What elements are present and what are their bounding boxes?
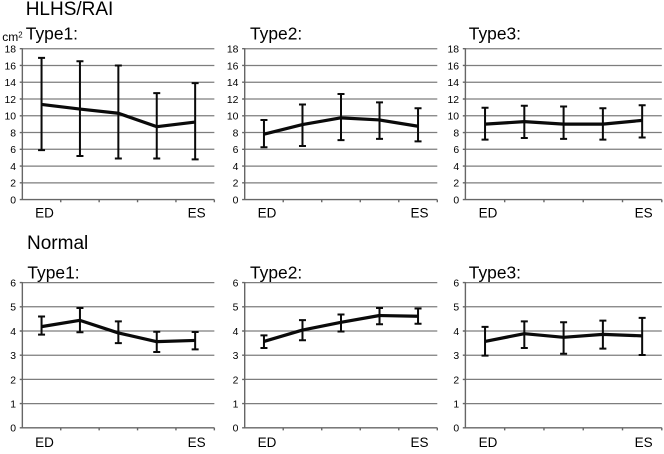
svg-text:14: 14 [448,78,460,89]
svg-text:6: 6 [453,279,459,290]
svg-text:2: 2 [233,375,239,386]
svg-text:10: 10 [4,112,16,123]
svg-text:cm2: cm2 [2,30,22,44]
svg-text:4: 4 [233,327,239,338]
svg-text:10: 10 [227,112,239,123]
svg-text:0: 0 [453,196,459,207]
svg-text:1: 1 [10,400,16,411]
svg-text:5: 5 [10,303,16,314]
svg-text:ED: ED [479,435,498,449]
svg-text:3: 3 [453,351,459,362]
svg-text:18: 18 [227,45,239,56]
svg-text:12: 12 [448,95,460,106]
svg-text:3: 3 [10,351,16,362]
svg-text:Type3:: Type3: [469,262,521,282]
svg-text:8: 8 [10,128,16,139]
svg-text:6: 6 [10,279,16,290]
svg-text:2: 2 [453,179,459,190]
svg-text:4: 4 [453,162,459,173]
svg-text:ES: ES [188,206,206,221]
svg-text:Type3:: Type3: [469,23,521,43]
svg-text:ES: ES [635,206,653,221]
svg-text:18: 18 [448,45,460,56]
svg-text:4: 4 [10,327,16,338]
svg-text:1: 1 [453,400,459,411]
svg-text:6: 6 [233,145,239,156]
svg-text:Type1:: Type1: [27,262,79,282]
svg-text:2: 2 [233,179,239,190]
svg-text:3: 3 [233,351,239,362]
svg-text:HLHS/RAI: HLHS/RAI [26,0,114,20]
svg-text:12: 12 [227,95,239,106]
svg-text:8: 8 [453,128,459,139]
svg-text:2: 2 [453,375,459,386]
svg-text:16: 16 [448,61,460,72]
svg-text:Type1:: Type1: [26,23,78,43]
svg-text:0: 0 [10,424,16,435]
svg-text:Type2:: Type2: [250,262,302,282]
svg-text:ED: ED [258,206,277,221]
svg-text:5: 5 [233,303,239,314]
svg-text:4: 4 [233,162,239,173]
svg-text:0: 0 [233,424,239,435]
svg-text:1: 1 [233,400,239,411]
svg-text:4: 4 [453,327,459,338]
svg-text:Type2:: Type2: [250,23,302,43]
svg-text:ED: ED [479,206,498,221]
svg-text:ED: ED [258,435,277,449]
svg-text:4: 4 [10,162,16,173]
svg-text:12: 12 [4,95,16,106]
svg-text:5: 5 [453,303,459,314]
svg-text:0: 0 [10,196,16,207]
svg-text:ES: ES [188,435,206,449]
svg-text:2: 2 [10,375,16,386]
svg-text:8: 8 [233,128,239,139]
svg-text:ES: ES [411,206,429,221]
svg-text:0: 0 [233,196,239,207]
svg-text:6: 6 [453,145,459,156]
svg-text:18: 18 [4,45,16,56]
svg-text:ED: ED [35,206,54,221]
svg-text:16: 16 [4,61,16,72]
svg-text:16: 16 [227,61,239,72]
svg-text:6: 6 [10,145,16,156]
svg-text:6: 6 [233,279,239,290]
svg-text:14: 14 [227,78,239,89]
svg-text:ES: ES [411,435,429,449]
svg-text:10: 10 [448,112,460,123]
svg-text:14: 14 [4,78,16,89]
svg-text:0: 0 [453,424,459,435]
svg-text:ED: ED [35,435,54,449]
svg-text:ES: ES [635,435,653,449]
svg-text:2: 2 [10,179,16,190]
svg-text:Normal: Normal [27,233,88,254]
